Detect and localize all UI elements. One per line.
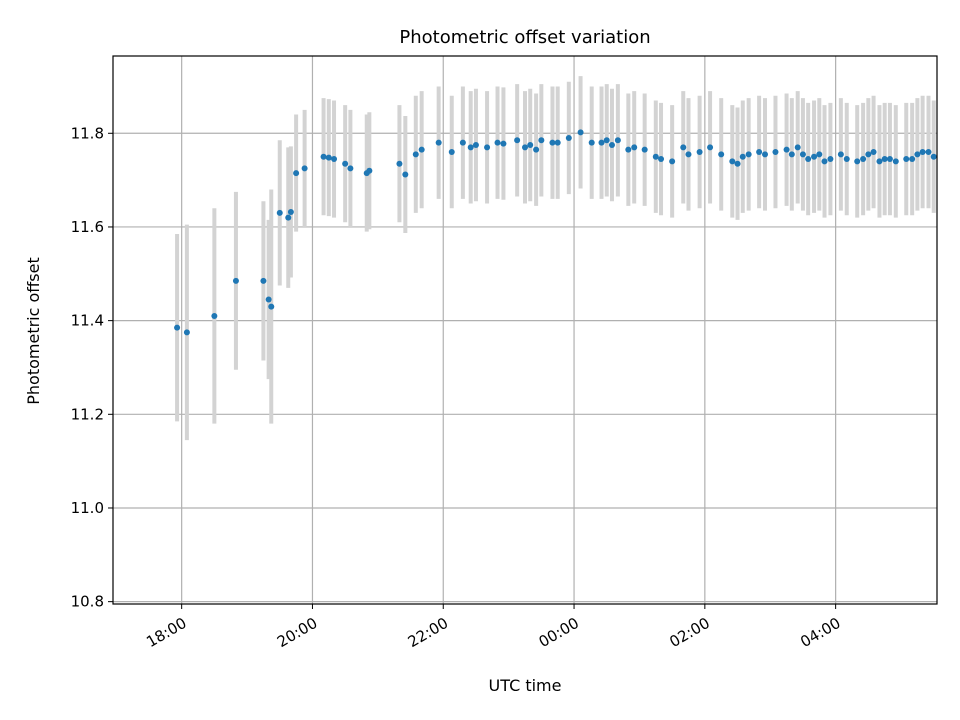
data-point (837, 151, 844, 158)
data-point (301, 165, 308, 172)
data-point (854, 158, 861, 165)
y-tick-label: 11.2 (71, 405, 104, 423)
data-point (287, 208, 294, 215)
data-point (285, 214, 292, 221)
data-point (538, 137, 545, 144)
data-point (412, 151, 419, 158)
y-tick-label: 11.6 (71, 218, 104, 236)
data-point (522, 144, 528, 151)
data-point (718, 151, 725, 158)
data-point (729, 158, 736, 165)
data-point (174, 324, 181, 331)
data-point (211, 312, 218, 319)
data-point (799, 151, 806, 158)
data-point (886, 156, 893, 163)
data-point (598, 139, 605, 146)
data-point (903, 156, 910, 163)
data-point (865, 151, 872, 158)
data-point (260, 277, 267, 284)
data-point (347, 165, 354, 172)
data-point (494, 139, 501, 146)
data-point (435, 139, 442, 146)
chart-title: Photometric offset variation (399, 27, 650, 48)
data-point (794, 144, 801, 151)
data-point (402, 171, 409, 178)
data-point (514, 137, 521, 144)
data-point (232, 277, 239, 284)
data-point (265, 296, 272, 303)
y-tick-label: 11.4 (71, 312, 104, 330)
data-point (549, 139, 556, 146)
data-point (603, 137, 610, 144)
data-point (658, 156, 665, 163)
data-point (762, 151, 769, 158)
plot-frame (112, 55, 938, 605)
data-point (876, 158, 883, 165)
y-tick-label: 10.8 (71, 593, 104, 611)
data-point (293, 170, 300, 177)
data-point (930, 153, 937, 160)
data-point (625, 146, 632, 153)
data-point (734, 160, 741, 167)
data-point (821, 158, 828, 165)
data-point (459, 139, 466, 146)
data-point (914, 151, 921, 158)
data-point (870, 149, 877, 156)
data-point (320, 153, 327, 160)
data-point (811, 153, 818, 160)
data-point (919, 149, 926, 156)
data-point (652, 153, 659, 160)
data-point (342, 160, 349, 167)
data-point (577, 129, 584, 136)
data-point (588, 139, 595, 146)
data-point (827, 156, 834, 163)
data-point (641, 146, 648, 153)
data-point (739, 153, 746, 160)
data-point (816, 151, 823, 158)
x-axis-label: UTC time (489, 676, 562, 695)
data-point (608, 141, 615, 148)
data-point (467, 144, 474, 151)
data-point (527, 141, 534, 148)
y-tick-label: 11.8 (71, 124, 104, 142)
data-point (554, 139, 561, 146)
data-point (783, 146, 790, 153)
data-point (685, 151, 692, 158)
data-point (500, 140, 507, 147)
data-point (533, 146, 540, 153)
data-point (909, 156, 916, 163)
data-point (696, 149, 703, 156)
data-point (631, 144, 638, 151)
data-point (183, 329, 190, 336)
data-point (843, 156, 850, 163)
data-point (756, 149, 763, 156)
data-point (448, 149, 455, 156)
data-point (881, 156, 888, 163)
data-point (745, 151, 752, 158)
data-point (680, 144, 687, 151)
data-point (484, 144, 491, 151)
data-point (366, 167, 373, 174)
data-point (892, 158, 899, 165)
data-point (614, 137, 621, 144)
data-point (788, 151, 795, 158)
data-point (276, 209, 283, 216)
data-point (707, 144, 714, 151)
data-point (805, 156, 812, 163)
data-point (472, 141, 479, 148)
data-point (669, 158, 676, 165)
data-point (565, 134, 572, 141)
data-point (325, 154, 332, 161)
data-point (331, 156, 338, 163)
data-point (418, 146, 425, 153)
data-point (772, 149, 779, 156)
y-tick-label: 11.0 (71, 499, 104, 517)
data-point (268, 303, 275, 310)
data-point (860, 156, 867, 163)
data-point (925, 149, 932, 156)
data-point (396, 160, 403, 167)
y-axis-label: Photometric offset (24, 257, 43, 405)
